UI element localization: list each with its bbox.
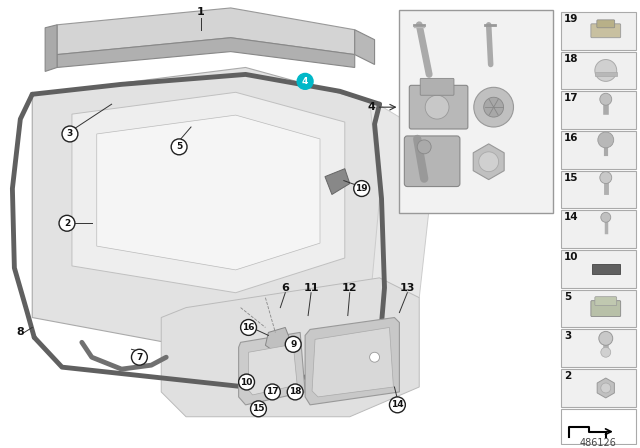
Circle shape	[600, 93, 612, 105]
Circle shape	[425, 95, 449, 119]
Text: 12: 12	[342, 283, 358, 293]
Bar	[592, 264, 620, 274]
Circle shape	[474, 87, 513, 127]
Polygon shape	[305, 318, 399, 405]
FancyBboxPatch shape	[591, 24, 621, 38]
Circle shape	[285, 336, 301, 352]
Text: 1: 1	[197, 7, 205, 17]
FancyBboxPatch shape	[404, 136, 460, 186]
Text: 13: 13	[399, 283, 415, 293]
Bar	[561, 131, 636, 169]
Polygon shape	[595, 73, 617, 77]
Bar	[561, 171, 636, 208]
Text: 16: 16	[564, 133, 579, 143]
Circle shape	[601, 212, 611, 222]
Polygon shape	[312, 327, 394, 397]
Polygon shape	[161, 278, 419, 417]
Circle shape	[600, 172, 612, 184]
Bar	[561, 211, 636, 248]
Circle shape	[601, 383, 611, 393]
Circle shape	[250, 401, 266, 417]
Circle shape	[598, 132, 614, 148]
Text: 6: 6	[282, 283, 289, 293]
Circle shape	[595, 60, 617, 82]
Circle shape	[171, 139, 187, 155]
Circle shape	[601, 347, 611, 357]
Text: 14: 14	[564, 212, 579, 222]
Circle shape	[390, 397, 405, 413]
Text: 15: 15	[564, 172, 579, 183]
Polygon shape	[239, 332, 305, 405]
Bar	[561, 12, 636, 50]
Text: 9: 9	[290, 340, 296, 349]
Bar	[561, 329, 636, 367]
FancyBboxPatch shape	[595, 297, 617, 306]
Text: 4: 4	[367, 102, 376, 112]
Bar	[561, 290, 636, 327]
Text: 10: 10	[241, 378, 253, 387]
Text: 17: 17	[564, 93, 579, 103]
FancyBboxPatch shape	[597, 20, 614, 28]
Polygon shape	[32, 68, 380, 357]
Polygon shape	[597, 378, 614, 398]
FancyBboxPatch shape	[591, 301, 621, 317]
Circle shape	[59, 215, 75, 231]
Text: 3: 3	[564, 332, 572, 341]
Polygon shape	[355, 30, 374, 65]
Bar	[561, 250, 636, 288]
Text: 19: 19	[564, 14, 579, 24]
Text: 19: 19	[355, 184, 368, 193]
Circle shape	[599, 332, 612, 345]
Text: 2: 2	[64, 219, 70, 228]
Circle shape	[239, 374, 255, 390]
Circle shape	[417, 140, 431, 154]
Text: 4: 4	[302, 77, 308, 86]
Text: 486126: 486126	[579, 438, 616, 448]
Polygon shape	[57, 8, 355, 55]
Circle shape	[484, 97, 504, 117]
Bar	[561, 409, 636, 444]
Circle shape	[131, 349, 147, 365]
Text: 2: 2	[564, 371, 572, 381]
FancyBboxPatch shape	[420, 78, 454, 95]
Text: 17: 17	[266, 388, 278, 396]
Circle shape	[479, 152, 499, 172]
Bar	[561, 369, 636, 407]
Polygon shape	[45, 25, 57, 71]
Bar	[561, 91, 636, 129]
Circle shape	[370, 352, 380, 362]
Polygon shape	[248, 345, 297, 395]
FancyBboxPatch shape	[410, 85, 468, 129]
Text: 5: 5	[564, 292, 572, 302]
Text: 16: 16	[243, 323, 255, 332]
Text: 18: 18	[289, 388, 301, 396]
Bar	[399, 10, 553, 213]
Text: 18: 18	[564, 54, 579, 64]
Text: 5: 5	[176, 142, 182, 151]
Text: 10: 10	[564, 252, 579, 262]
Text: 15: 15	[252, 404, 265, 414]
Polygon shape	[370, 99, 429, 308]
Bar	[561, 52, 636, 89]
Circle shape	[354, 181, 370, 197]
Polygon shape	[473, 144, 504, 180]
Text: 11: 11	[303, 283, 319, 293]
Polygon shape	[266, 327, 292, 352]
Circle shape	[287, 384, 303, 400]
Polygon shape	[72, 92, 345, 293]
Circle shape	[241, 319, 257, 336]
Text: 3: 3	[67, 129, 73, 138]
Text: 14: 14	[391, 401, 404, 409]
Text: 7: 7	[136, 353, 143, 362]
Circle shape	[62, 126, 78, 142]
Polygon shape	[325, 169, 350, 194]
Text: 8: 8	[17, 327, 24, 337]
Circle shape	[264, 384, 280, 400]
Polygon shape	[97, 115, 320, 270]
Circle shape	[297, 73, 313, 89]
Polygon shape	[57, 38, 355, 68]
